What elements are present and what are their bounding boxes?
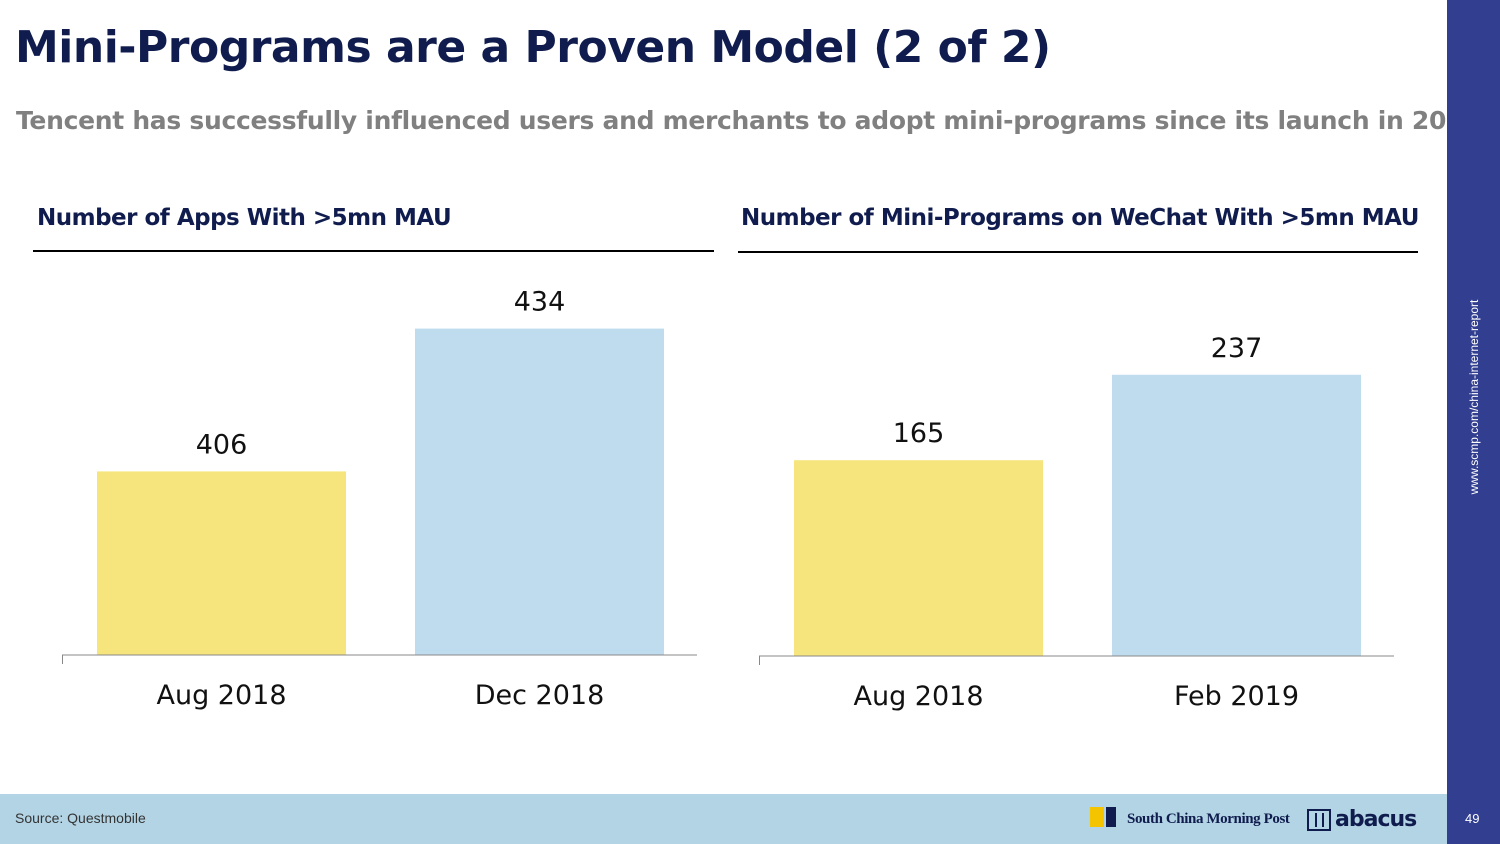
apps-mau-chart: 406 Aug 2018 434 Dec 2018 <box>62 287 697 711</box>
abacus-logo: abacus <box>1307 807 1417 833</box>
scmp-logo-text: South China Morning Post <box>1127 811 1290 827</box>
data-label-aug-2018: 406 <box>196 429 248 460</box>
abacus-logo-text: abacus <box>1335 807 1417 832</box>
chart-title-rule-mini-programs <box>738 251 1418 253</box>
category-label-dec-2018: Dec 2018 <box>475 680 605 711</box>
data-label-aug-2018: 165 <box>893 418 945 449</box>
side-url-text: www.scmp.com/china-internet-report <box>1467 299 1481 495</box>
bar-feb-2019 <box>1112 374 1361 656</box>
source-note: Source: Questmobile <box>15 810 146 826</box>
bar-aug-2018 <box>794 460 1043 656</box>
data-label-feb-2019: 237 <box>1211 333 1263 364</box>
bar-dec-2018 <box>415 328 664 655</box>
scmp-logo-icon <box>1090 807 1116 827</box>
chart-title-mini-programs: Number of Mini-Programs on WeChat With >… <box>741 205 1419 231</box>
category-label-feb-2019: Feb 2019 <box>1174 681 1299 712</box>
page-title: Mini-Programs are a Proven Model (2 of 2… <box>15 22 1051 73</box>
chart-title-apps: Number of Apps With >5mn MAU <box>37 205 452 231</box>
chart-title-rule-apps <box>33 250 714 252</box>
data-label-dec-2018: 434 <box>514 287 566 318</box>
footer-bar <box>0 794 1447 844</box>
side-bar <box>1447 0 1500 844</box>
mini-programs-mau-chart: 165 Aug 2018 237 Feb 2019 <box>759 333 1394 712</box>
category-label-aug-2018: Aug 2018 <box>156 680 286 711</box>
page-subtitle: Tencent has successfully influenced user… <box>16 106 1490 135</box>
page-number: 49 <box>1465 811 1480 826</box>
abacus-icon <box>1307 809 1331 831</box>
category-label-aug-2018: Aug 2018 <box>853 681 983 712</box>
bar-aug-2018 <box>97 471 346 655</box>
